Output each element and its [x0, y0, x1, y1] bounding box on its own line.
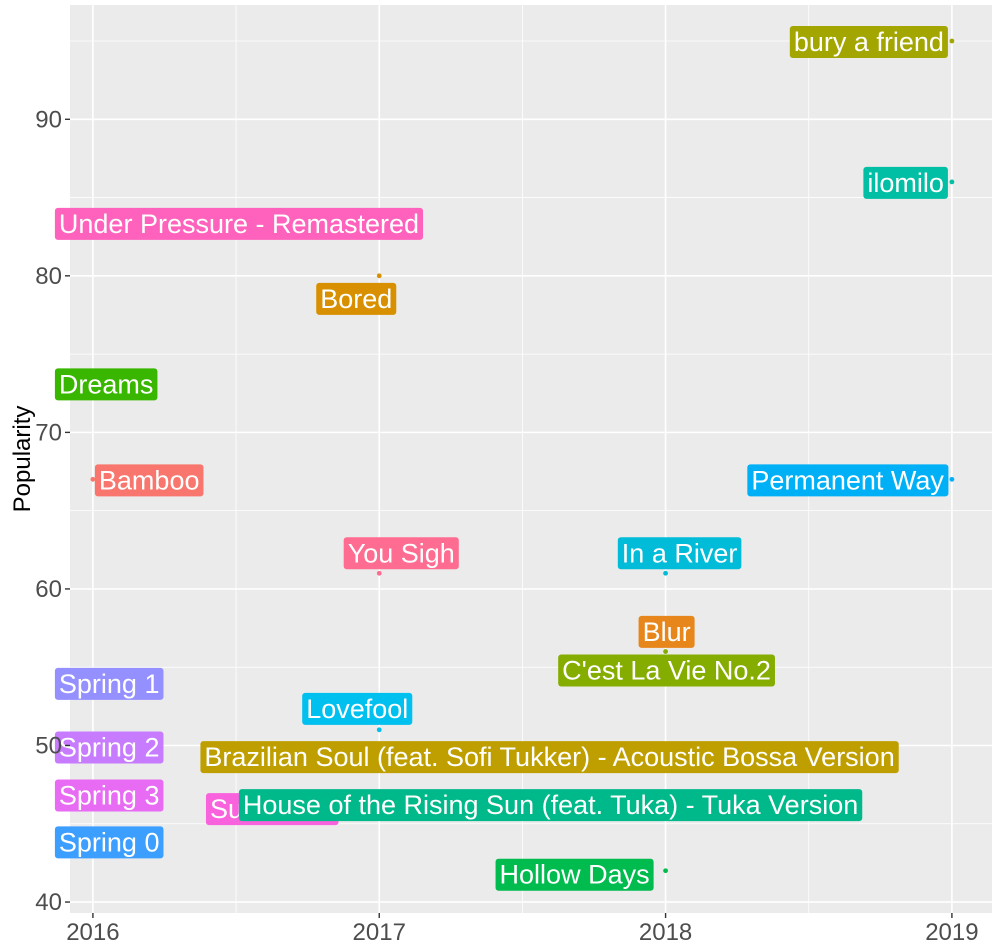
point-label: Lovefool — [302, 692, 413, 725]
point-label: bury a friend — [789, 26, 948, 59]
point-label: You Sigh — [343, 537, 459, 570]
point-label-text: Permanent Way — [751, 465, 944, 495]
point-label-text: Hollow Days — [500, 860, 650, 890]
point-label-box — [94, 464, 204, 497]
data-point — [376, 570, 382, 576]
point-label-text: Spring 0 — [59, 827, 160, 857]
data-point — [90, 476, 96, 482]
y-tick-label: 60 — [35, 576, 62, 603]
point-label-text: ilomilo — [867, 168, 944, 198]
data-point — [376, 727, 382, 733]
y-axis-title: Popularity — [9, 406, 36, 513]
x-tick-label: 2017 — [353, 919, 406, 946]
point-label: Brazilian Soul (feat. Sofi Tukker) - Aco… — [200, 741, 899, 774]
y-tick-label: 90 — [35, 106, 62, 133]
point-label-text: Bamboo — [99, 465, 200, 495]
data-point — [663, 868, 668, 874]
point-label-box — [863, 166, 948, 199]
data-point — [663, 649, 668, 654]
point-label-text: Blur — [643, 617, 691, 647]
point-label-box — [747, 464, 949, 497]
point-label-box — [238, 789, 863, 822]
point-label: In a River — [617, 537, 742, 570]
point-label-text: C'est La Vie No.2 — [562, 656, 771, 686]
point-label-box — [558, 654, 775, 687]
point-label: Under Pressure - Remastered — [54, 207, 424, 240]
point-label-text: Spring 3 — [59, 780, 160, 810]
point-label: Hollow Days — [495, 858, 654, 891]
point-label-text: Spring 2 — [59, 732, 160, 762]
point-label: House of the Rising Sun (feat. Tuka) - T… — [238, 789, 863, 822]
point-label-text: You Sigh — [348, 538, 455, 568]
data-point — [376, 273, 382, 279]
point-label-box — [343, 537, 459, 570]
x-tick-label: 2019 — [925, 919, 978, 946]
plot-panel — [70, 5, 992, 913]
y-tick-label: 40 — [35, 889, 62, 916]
point-label-text: bury a friend — [794, 27, 944, 57]
point-label-box — [316, 282, 397, 315]
point-label-text: Lovefool — [306, 694, 408, 724]
point-label: Spring 2 — [54, 731, 164, 764]
point-label: Blur — [638, 615, 695, 648]
point-label: Bamboo — [94, 464, 204, 497]
point-label-box — [302, 692, 413, 725]
point-label-text: House of the Rising Sun (feat. Tuka) - T… — [243, 790, 858, 820]
point-label-box — [54, 731, 164, 764]
data-point — [949, 179, 955, 185]
point-label-box — [200, 741, 899, 774]
point-label-text: Dreams — [59, 369, 154, 399]
y-tick-label: 70 — [35, 419, 62, 446]
point-label-text: Bored — [320, 284, 392, 314]
point-label: C'est La Vie No.2 — [558, 654, 775, 687]
point-label-box — [495, 858, 654, 891]
point-label: Permanent Way — [747, 464, 949, 497]
point-label-box — [789, 26, 948, 59]
point-label: Bored — [316, 282, 397, 315]
point-label-box — [54, 779, 164, 812]
data-point — [663, 570, 668, 576]
point-label: Spring 0 — [54, 826, 164, 859]
point-label-box — [54, 207, 424, 240]
point-label: Dreams — [54, 368, 158, 401]
point-label-box — [54, 368, 158, 401]
x-tick-label: 2016 — [66, 919, 119, 946]
y-tick-label: 80 — [35, 263, 62, 290]
point-label-box — [638, 615, 695, 648]
point-label-text: In a River — [622, 538, 738, 568]
y-tick-label: 50 — [35, 732, 62, 759]
data-point — [949, 38, 955, 44]
point-label-box — [54, 826, 164, 859]
point-label-text: Spring 1 — [59, 669, 160, 699]
point-label-text: Under Pressure - Remastered — [59, 209, 419, 239]
point-label-text: Brazilian Soul (feat. Sofi Tukker) - Aco… — [204, 742, 894, 772]
point-label: ilomilo — [863, 166, 948, 199]
point-label: Spring 1 — [54, 667, 164, 700]
data-point — [949, 476, 955, 482]
point-label-box — [617, 537, 742, 570]
x-tick-label: 2018 — [639, 919, 692, 946]
point-label: Spring 3 — [54, 779, 164, 812]
point-label-box — [54, 667, 164, 700]
